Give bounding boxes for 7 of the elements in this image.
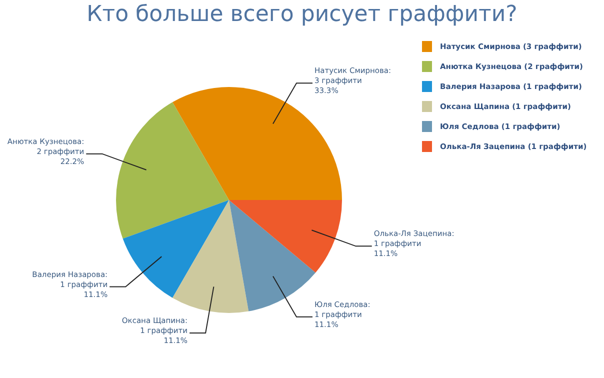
pie-slice bbox=[116, 102, 229, 239]
pie-slice bbox=[229, 200, 342, 273]
pie-slice bbox=[122, 200, 229, 298]
pie-slice bbox=[229, 200, 316, 312]
pie-slice bbox=[172, 200, 249, 313]
chart-title: Кто больше всего рисует граффити? bbox=[86, 2, 518, 27]
pie-slice bbox=[172, 87, 342, 200]
